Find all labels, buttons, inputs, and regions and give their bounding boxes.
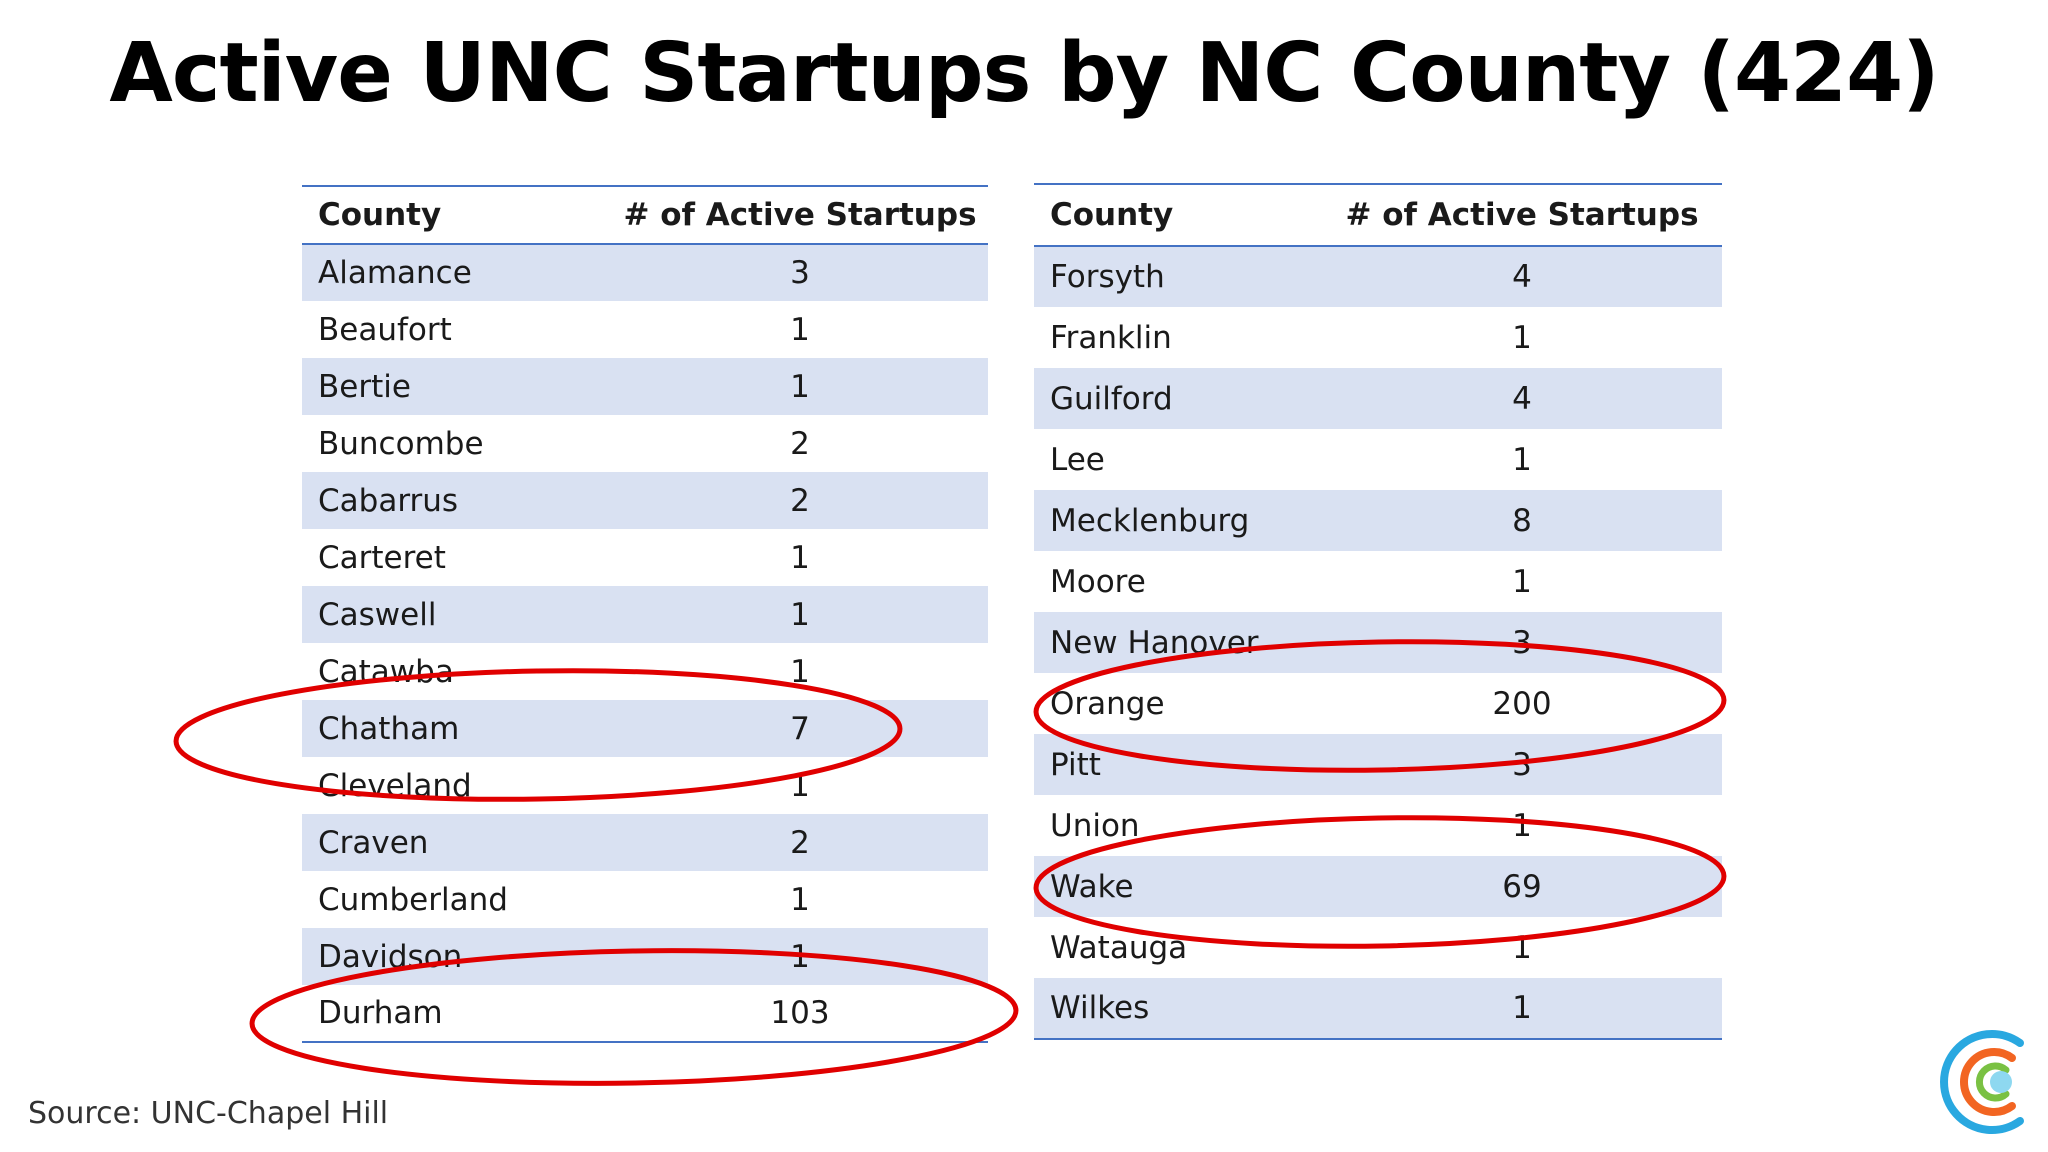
county-cell: Franklin — [1050, 319, 1172, 356]
startups-column-header: # of Active Startups — [1345, 197, 1699, 233]
table-row: Chatham 7 — [302, 700, 988, 757]
county-cell: Lee — [1050, 441, 1105, 478]
county-cell: Buncombe — [318, 425, 484, 462]
county-cell: Bertie — [318, 368, 411, 405]
county-cell: Davidson — [318, 938, 463, 975]
count-cell: 1 — [790, 938, 810, 975]
table-row: Moore 1 — [1034, 551, 1722, 612]
slide-title: Active UNC Startups by NC County (424) — [109, 26, 1939, 121]
table-row: Franklin 1 — [1034, 307, 1722, 368]
count-cell: 1 — [790, 767, 810, 804]
count-cell: 1 — [790, 881, 810, 918]
county-cell: New Hanover — [1050, 624, 1259, 661]
county-table-right: County # of Active Startups Forsyth 4 Fra… — [1034, 183, 1722, 1040]
county-cell: Catawba — [318, 653, 454, 690]
count-cell: 4 — [1512, 259, 1532, 295]
count-cell: 3 — [1512, 624, 1532, 661]
count-cell: 1 — [1512, 929, 1532, 966]
county-cell: Alamance — [318, 255, 472, 291]
table-row: Mecklenburg 8 — [1034, 490, 1722, 551]
county-table-left: County # of Active Startups Alamance 3 Be… — [302, 185, 988, 1043]
table-row: Craven 2 — [302, 814, 988, 871]
table-row: Wilkes 1 — [1034, 978, 1722, 1039]
table-row: Durham 103 — [302, 985, 988, 1042]
source-note: Source: UNC-Chapel Hill — [28, 1096, 389, 1131]
count-cell: 7 — [790, 710, 810, 747]
table-row: Pitt 3 — [1034, 734, 1722, 795]
table-row: Guilford 4 — [1034, 368, 1722, 429]
count-cell: 1 — [1512, 441, 1532, 478]
table-row: Davidson 1 — [302, 928, 988, 985]
table-row: Caswell 1 — [302, 586, 988, 643]
table-row: New Hanover 3 — [1034, 612, 1722, 673]
count-cell: 1 — [790, 539, 810, 576]
table-row: Union 1 — [1034, 795, 1722, 856]
county-cell: Durham — [318, 995, 443, 1031]
count-cell: 1 — [1512, 807, 1532, 844]
table-row: Watauga 1 — [1034, 917, 1722, 978]
table-row: Orange 200 — [1034, 673, 1722, 734]
table-header-row: County # of Active Startups — [302, 186, 988, 244]
count-cell: 4 — [1512, 380, 1532, 417]
county-cell: Beaufort — [318, 311, 452, 348]
county-cell: Wilkes — [1050, 990, 1150, 1026]
table-row: Carteret 1 — [302, 529, 988, 586]
county-cell: Cabarrus — [318, 482, 459, 519]
county-cell: Moore — [1050, 563, 1146, 600]
startups-column-header: # of Active Startups — [623, 197, 977, 233]
table-row: Bertie 1 — [302, 358, 988, 415]
table-row: Buncombe 2 — [302, 415, 988, 472]
count-cell: 200 — [1492, 685, 1552, 722]
count-cell: 1 — [790, 653, 810, 690]
count-cell: 103 — [770, 995, 830, 1031]
count-cell: 3 — [1512, 746, 1532, 783]
county-cell: Carteret — [318, 539, 446, 576]
county-cell: Mecklenburg — [1050, 502, 1250, 539]
count-cell: 1 — [1512, 563, 1532, 600]
count-cell: 2 — [790, 482, 810, 519]
count-cell: 1 — [790, 311, 810, 348]
table-row: Wake 69 — [1034, 856, 1722, 917]
table-row: Forsyth 4 — [1034, 246, 1722, 307]
county-cell: Chatham — [318, 710, 460, 747]
table-row: Catawba 1 — [302, 643, 988, 700]
count-cell: 2 — [790, 824, 810, 861]
table-row: Lee 1 — [1034, 429, 1722, 490]
table-header-row: County # of Active Startups — [1034, 184, 1722, 246]
count-cell: 2 — [790, 425, 810, 462]
county-column-header: County — [318, 197, 442, 233]
count-cell: 3 — [790, 255, 810, 291]
county-cell: Wake — [1050, 868, 1134, 905]
county-cell: Guilford — [1050, 380, 1173, 417]
table-row: Cleveland 1 — [302, 757, 988, 814]
county-cell: Union — [1050, 807, 1140, 844]
county-column-header: County — [1050, 197, 1174, 233]
count-cell: 1 — [1512, 990, 1532, 1026]
county-cell: Pitt — [1050, 746, 1101, 783]
concentric-c-logo-icon — [1940, 1030, 2024, 1134]
county-cell: Craven — [318, 824, 429, 861]
table-row: Cabarrus 2 — [302, 472, 988, 529]
county-cell: Forsyth — [1050, 259, 1165, 295]
county-cell: Cleveland — [318, 767, 472, 804]
table-row: Cumberland 1 — [302, 871, 988, 928]
count-cell: 69 — [1502, 868, 1542, 905]
count-cell: 8 — [1512, 502, 1532, 539]
count-cell: 1 — [790, 368, 810, 405]
county-cell: Orange — [1050, 685, 1165, 722]
table-row: Beaufort 1 — [302, 301, 988, 358]
count-cell: 1 — [1512, 319, 1532, 356]
table-row: Alamance 3 — [302, 244, 988, 301]
county-cell: Caswell — [318, 596, 437, 633]
county-cell: Watauga — [1050, 929, 1188, 966]
count-cell: 1 — [790, 596, 810, 633]
county-cell: Cumberland — [318, 881, 508, 918]
